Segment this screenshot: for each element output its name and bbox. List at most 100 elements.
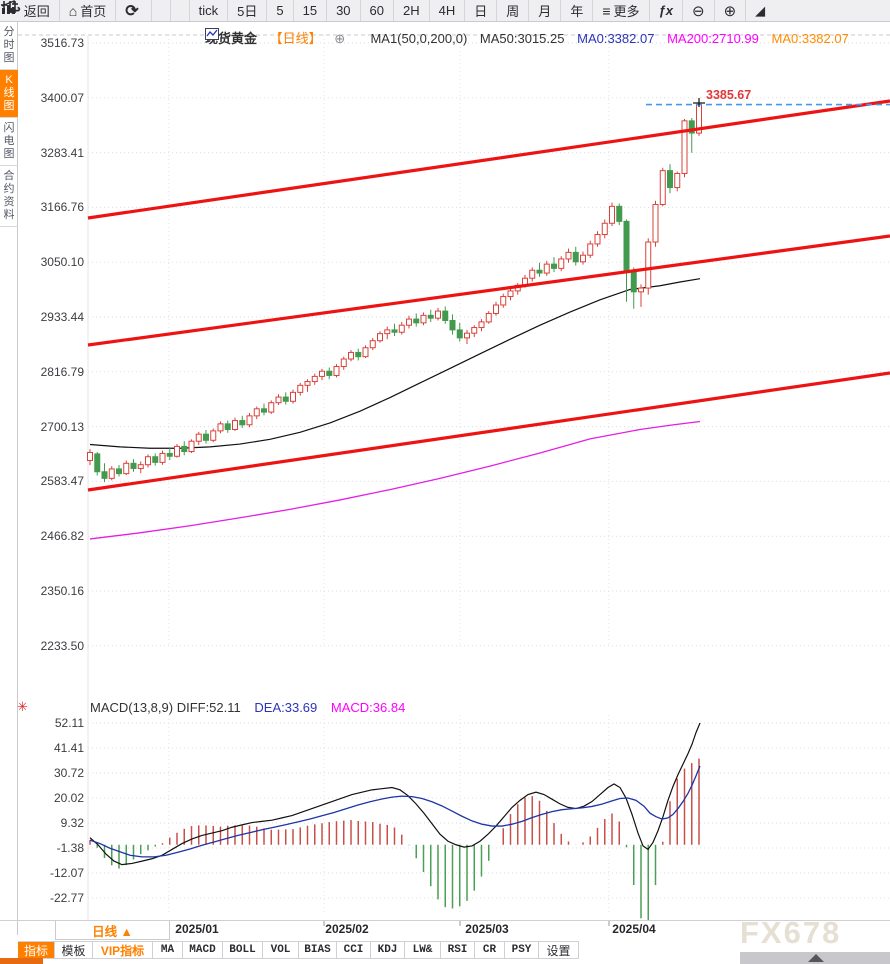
macd-legend: MACD(13,8,9) DIFF:52.11 DEA:33.69 MACD:3…: [90, 700, 415, 715]
price-axis-label: 3166.76: [40, 200, 84, 215]
ma50-value: MA50:3015.25: [479, 31, 565, 46]
sidebar-tab-K线图[interactable]: K线图: [0, 70, 18, 118]
timeframe-月[interactable]: 月: [529, 0, 562, 21]
macd-axis-label: 20.02: [53, 790, 84, 805]
bar-chart-type-button[interactable]: [1, 0, 171, 21]
zoom-in-icon: ⊕: [723, 2, 737, 20]
x-axis-label-2025/03: 2025/03: [465, 922, 509, 936]
timeframe-4H[interactable]: 4H: [430, 0, 466, 21]
back-arrow-icon: ↩: [9, 2, 21, 18]
indicator-button-MA[interactable]: MA: [153, 942, 183, 958]
indicator-settings-icon[interactable]: ✳: [17, 699, 28, 714]
indicator-button-MACD[interactable]: MACD: [183, 942, 223, 958]
more-label: 更多: [613, 4, 640, 19]
timeframe-tick[interactable]: tick: [190, 0, 229, 21]
timeframe-60[interactable]: 60: [361, 0, 395, 21]
price-axis-label: 2583.47: [40, 474, 84, 489]
timeframe-日[interactable]: 日: [465, 0, 498, 21]
macd-diff-value: MACD(13,8,9) DIFF:52.11: [90, 700, 241, 715]
zoom-out-icon: ⊖: [691, 2, 705, 20]
indicator-button-VIP指标[interactable]: VIP指标: [93, 942, 153, 958]
sidebar-tab-合约资料[interactable]: 合约资料: [0, 166, 18, 227]
indicator-button-PSY[interactable]: PSY: [505, 942, 539, 958]
fx-icon: ƒx: [658, 3, 673, 18]
refresh-icon: ⟳: [125, 2, 139, 20]
timeframe-年[interactable]: 年: [561, 0, 594, 21]
indicator-button-模板[interactable]: 模板: [55, 942, 93, 958]
indicator-button-CR[interactable]: CR: [475, 942, 505, 958]
indicator-button-BIAS[interactable]: BIAS: [299, 942, 337, 958]
sidebar-tab-闪电图[interactable]: 闪电图: [0, 118, 18, 166]
indicator-button-VOL[interactable]: VOL: [263, 942, 299, 958]
x-axis-label-2025/02: 2025/02: [325, 922, 369, 936]
formula-button[interactable]: ƒx: [650, 0, 683, 21]
indicator-toolbar: 指标 模板 VIP指标 MA MACD BOLL VOL BIAS CCI KDJ LW& RSI CR…: [18, 941, 579, 959]
x-axis-label-2025/04: 2025/04: [612, 922, 656, 936]
indicator-button-BOLL[interactable]: BOLL: [223, 942, 263, 958]
timeframe-2H[interactable]: 2H: [394, 0, 430, 21]
macd-axis-label: 52.11: [54, 716, 84, 730]
price-axis-label: 2700.13: [40, 419, 84, 434]
ma0-orange-value: MA0:3382.07: [771, 31, 849, 46]
period-selector[interactable]: 日线 ▲: [55, 921, 170, 940]
home-label: 首页: [80, 4, 107, 19]
active-tab-strip: [0, 958, 43, 964]
price-axis-label: 2816.79: [40, 364, 84, 379]
timeframe-5[interactable]: 5: [267, 0, 294, 21]
timeframe-周[interactable]: 周: [497, 0, 530, 21]
indicator-button-设置[interactable]: 设置: [539, 942, 579, 958]
period-label: 【日线】: [269, 31, 322, 46]
macd-dea-value: DEA:33.69: [254, 700, 318, 715]
menu-icon: ≡: [602, 2, 611, 19]
macd-axis-label: -22.77: [49, 890, 84, 905]
sidebar-tab-分时图[interactable]: 分时图: [0, 22, 18, 70]
top-toolbar: ↩ 返回 ⌂ 首页 ⟳ tick 5日 5 15 30 60 2H 4H 日周月年 ≡ 更多 ƒ…: [0, 0, 890, 22]
scroll-up-icon: [808, 954, 824, 962]
timeframe-5日[interactable]: 5日: [228, 0, 268, 21]
zoom-in-button[interactable]: ⊕: [715, 0, 747, 21]
home-button[interactable]: ⌂ 首页: [60, 0, 117, 21]
price-axis-label: 2350.16: [40, 583, 84, 598]
indicator-button-CCI[interactable]: CCI: [337, 942, 371, 958]
back-label: 返回: [23, 4, 50, 19]
scroll-up-bar[interactable]: [740, 952, 890, 964]
indicator-button-LW&[interactable]: LW&: [405, 942, 441, 958]
price-axis-label: 2233.50: [40, 638, 84, 653]
price-axis-label: 3283.41: [40, 145, 84, 160]
more-button[interactable]: ≡ 更多: [593, 0, 650, 21]
macd-axis-label: 30.72: [53, 765, 84, 780]
draw-tool-button[interactable]: ◢: [746, 0, 774, 21]
ma200-value: MA200:2710.99: [667, 31, 759, 46]
indicator-button-指标[interactable]: 指标: [18, 942, 55, 958]
indicator-button-KDJ[interactable]: KDJ: [371, 942, 405, 958]
zoom-out-button[interactable]: ⊖: [683, 0, 715, 21]
main-chart-legend: 现货黄金 【日线】 ⊕ MA1(50,0,200,0) MA50:3015.25…: [205, 28, 858, 46]
refresh-button[interactable]: ⟳: [116, 0, 152, 21]
expand-icon[interactable]: ⊕: [334, 31, 346, 46]
ma0-blue-value: MA0:3382.07: [577, 31, 655, 46]
back-button[interactable]: ↩ 返回: [0, 0, 60, 21]
timeframe-15[interactable]: 15: [294, 0, 328, 21]
macd-axis-label: -1.38: [56, 840, 84, 855]
price-axis-label: 3400.07: [40, 90, 84, 105]
draw-tool-icon: ◢: [755, 2, 766, 18]
timeframe-group: tick 5日 5 15 30 60 2H 4H 日周月年: [190, 0, 594, 21]
macd-axis-label: -12.07: [49, 865, 84, 880]
price-axis-label: 2933.44: [40, 310, 84, 324]
fx678-watermark: FX678: [740, 915, 842, 950]
candle-chart-type-button[interactable]: [1, 0, 190, 21]
bottom-divider: [0, 920, 890, 921]
ma-settings-label: MA1(50,0,200,0): [370, 31, 468, 46]
indicator-button-RSI[interactable]: RSI: [441, 942, 475, 958]
price-axis-label: 3516.73: [40, 36, 84, 50]
chart-mode-sidebar: 分时图 K线图 闪电图 合约资料: [0, 22, 18, 935]
x-axis-label-2025/01: 2025/01: [175, 922, 219, 936]
timeframe-30[interactable]: 30: [327, 0, 361, 21]
macd-value: MACD:36.84: [330, 700, 406, 715]
price-axis-label: 3050.10: [40, 255, 84, 270]
macd-axis-label: 41.41: [53, 741, 84, 755]
price-axis-label: 2466.82: [40, 529, 84, 544]
macd-axis-label: 9.32: [60, 815, 84, 830]
